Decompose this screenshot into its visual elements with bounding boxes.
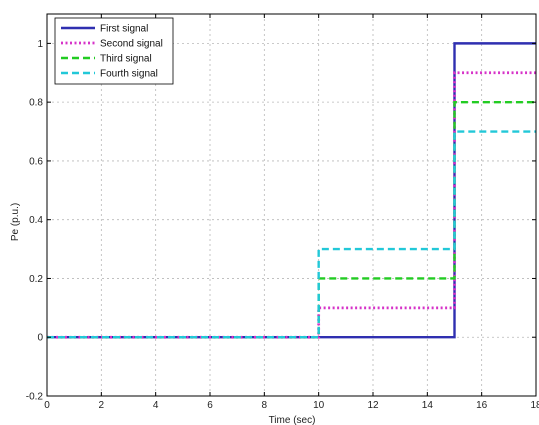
y-tick-label: 0.4 [29, 215, 43, 226]
y-tick-label: 0 [37, 333, 43, 344]
y-tick-label: 0.6 [29, 156, 43, 167]
legend-label-3: Third signal [100, 54, 152, 65]
x-tick-label: 6 [207, 400, 213, 411]
x-tick-label: 14 [422, 400, 434, 411]
x-tick-label: 0 [44, 400, 50, 411]
legend-items: First signal Second signal Third signal Fou… [61, 24, 163, 80]
legend-label-2: Second signal [100, 39, 163, 50]
y-tick-label: 0.8 [29, 98, 43, 109]
y-tick-label: -0.2 [26, 392, 44, 403]
legend: First signal Second signal Third signal Fou… [54, 17, 174, 85]
legend-label-1: First signal [100, 24, 148, 35]
legend-label-4: Fourth signal [100, 69, 158, 80]
x-tick-label: 12 [367, 400, 379, 411]
axes: 0 2 4 6 8 10 12 14 16 18-0.200.20.40.60.81 [26, 13, 539, 411]
y-axis-label: Pe (p.u.) [10, 203, 21, 241]
plot-frame [46, 13, 537, 397]
plot-series [47, 42, 536, 339]
x-tick-label: 10 [313, 400, 325, 411]
y-tick-label: 0.2 [29, 274, 43, 285]
x-axis-label: Time (sec) [269, 415, 316, 425]
x-tick-label: 16 [476, 400, 488, 411]
x-tick-label: 8 [262, 400, 268, 411]
x-tick-label: 18 [530, 400, 539, 411]
y-tick-label: 1 [37, 39, 43, 50]
x-tick-label: 4 [153, 400, 159, 411]
series-line-4 [47, 130, 536, 339]
x-tick-label: 2 [99, 400, 105, 411]
